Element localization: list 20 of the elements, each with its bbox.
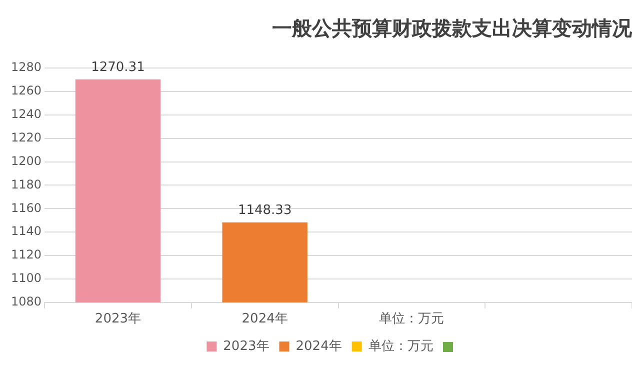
- x-tick-label: 单位：万元: [379, 312, 444, 327]
- legend-label: 2023年: [223, 338, 270, 354]
- x-tick-label: 2024年: [242, 312, 288, 327]
- chart-title: 一般公共预算财政拨款支出决算变动情况: [272, 16, 633, 40]
- x-tick-label: 2023年: [94, 312, 142, 327]
- y-tick-label: 1240: [10, 107, 42, 122]
- data-label: 1270.31: [91, 60, 145, 76]
- y-tick-label: 1120: [10, 248, 42, 262]
- legend-label: 2024年: [296, 338, 342, 354]
- y-tick-label: 1160: [10, 200, 42, 215]
- y-tick-label: 1180: [10, 177, 42, 192]
- y-tick-label: 1140: [10, 224, 42, 238]
- y-tick-label: 1200: [10, 154, 42, 168]
- data-label: 1148.33: [238, 203, 292, 218]
- y-tick-label: 1100: [10, 271, 42, 286]
- y-tick-label: 1280: [10, 60, 42, 74]
- y-tick-label: 1220: [10, 130, 42, 144]
- y-tick-label: 1260: [10, 84, 42, 98]
- y-tick-label: 1080: [10, 294, 42, 309]
- legend-label: 单位：万元: [368, 338, 434, 354]
